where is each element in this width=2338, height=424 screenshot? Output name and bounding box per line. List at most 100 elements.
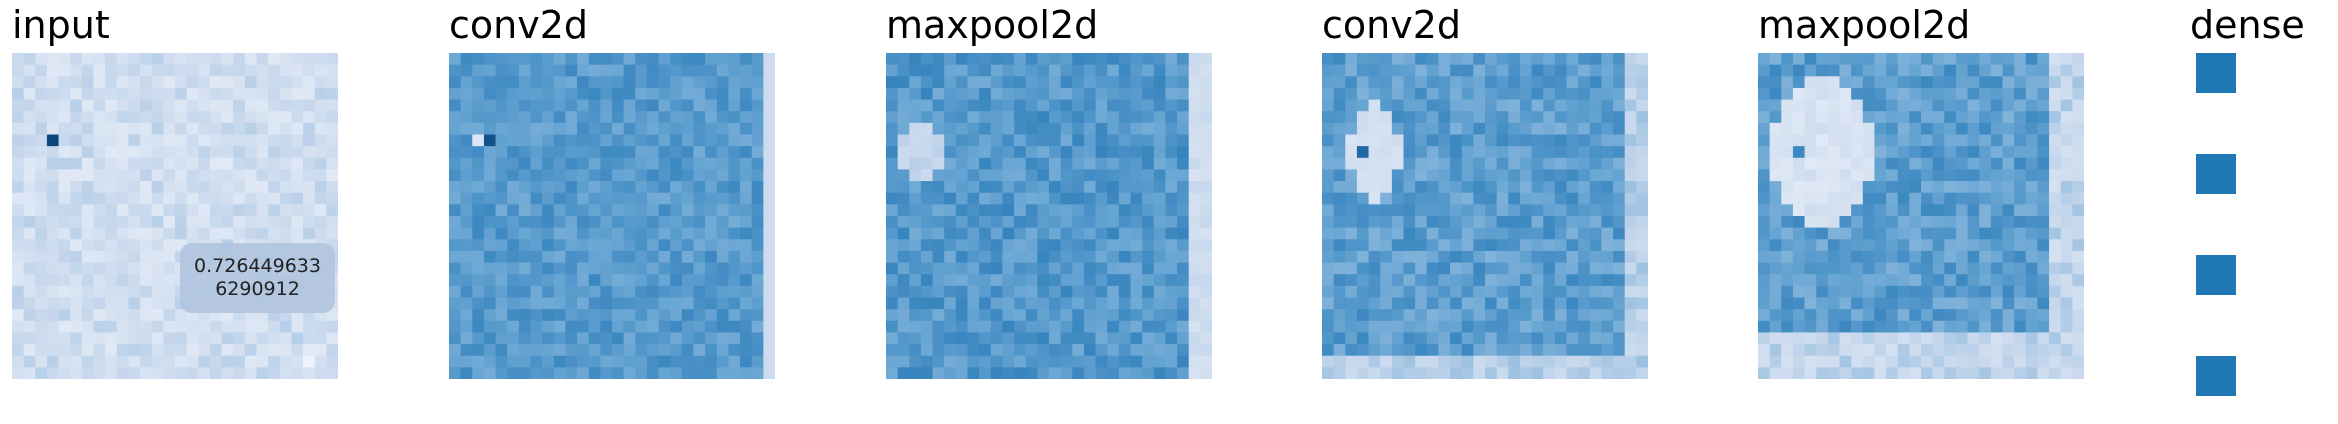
heatmap-cell: [1014, 297, 1027, 310]
heatmap-cell: [1060, 355, 1073, 368]
heatmap-cell: [1519, 122, 1532, 135]
input-feature-map[interactable]: [12, 53, 338, 379]
heatmap-cell: [495, 169, 508, 182]
heatmap-cell: [1816, 99, 1829, 112]
heatmap-cell: [990, 99, 1003, 112]
heatmap-cell: [175, 192, 188, 205]
heatmap-cell: [705, 297, 718, 310]
heatmap-cell: [1130, 111, 1143, 124]
heatmap-cell: [2049, 192, 2062, 205]
heatmap-cell: [1333, 274, 1346, 287]
heatmap-cell: [955, 297, 968, 310]
heatmap-cell: [221, 227, 234, 240]
heatmap-cell: [1967, 99, 1980, 112]
heatmap-cell: [1944, 64, 1957, 77]
heatmap-cell: [716, 285, 729, 298]
heatmap-cell: [967, 239, 980, 252]
heatmap-cell: [233, 181, 246, 194]
heatmap-cell: [1095, 285, 1108, 298]
heatmap-cell: [1060, 181, 1073, 194]
heatmap-cell: [693, 157, 706, 170]
heatmap-cell: [1130, 274, 1143, 287]
heatmap-cell: [1473, 134, 1486, 147]
heatmap-cell: [1758, 297, 1771, 310]
heatmap-cell: [151, 285, 164, 298]
heatmap-cell: [542, 344, 555, 357]
heatmap-cell: [1356, 157, 1369, 170]
heatmap-cell: [12, 227, 25, 240]
heatmap-cell: [1014, 355, 1027, 368]
heatmap-cell: [979, 355, 992, 368]
heatmap-cell: [1345, 250, 1358, 263]
heatmap-cell: [1508, 297, 1521, 310]
heatmap-cell: [2072, 134, 2084, 147]
dense-unit[interactable]: [2196, 356, 2236, 396]
dense-unit[interactable]: [2196, 154, 2236, 194]
heatmap-cell: [1979, 332, 1992, 345]
heatmap-cell: [1955, 274, 1968, 287]
heatmap-cell: [1897, 64, 1910, 77]
conv2d-2-feature-map[interactable]: [1322, 53, 1648, 379]
heatmap-cell: [1333, 320, 1346, 333]
heatmap-cell: [198, 146, 211, 159]
heatmap-cell: [1083, 320, 1096, 333]
heatmap-cell: [1025, 285, 1038, 298]
heatmap-cell: [1165, 250, 1178, 263]
heatmap-cell: [635, 181, 648, 194]
heatmap-cell: [449, 76, 462, 89]
conv2d-1-feature-map[interactable]: [449, 53, 775, 379]
heatmap-cell: [2072, 204, 2084, 217]
heatmap-cell: [1177, 204, 1190, 217]
heatmap-cell: [705, 367, 718, 379]
heatmap-cell: [1909, 227, 1922, 240]
heatmap-cell: [1496, 146, 1509, 159]
heatmap-cell: [1851, 134, 1864, 147]
heatmap-cell: [2025, 344, 2038, 357]
heatmap-cell: [2037, 332, 2050, 345]
heatmap-cell: [1450, 157, 1463, 170]
heatmap-cell: [70, 146, 83, 159]
heatmap-cell: [1333, 355, 1346, 368]
heatmap-cell: [12, 320, 25, 333]
heatmap-cell: [1368, 216, 1381, 229]
heatmap-cell: [728, 216, 741, 229]
heatmap-cell: [1519, 157, 1532, 170]
heatmap-cell: [1792, 320, 1805, 333]
heatmap-cell: [1613, 262, 1626, 275]
heatmap-cell: [326, 227, 338, 240]
heatmap-cell: [1153, 99, 1166, 112]
heatmap-cell: [1461, 181, 1474, 194]
heatmap-cell: [763, 250, 775, 263]
heatmap-cell: [705, 250, 718, 263]
heatmap-cell: [588, 332, 601, 345]
heatmap-cell: [1874, 216, 1887, 229]
heatmap-cell: [1886, 169, 1899, 182]
heatmap-cell: [553, 320, 566, 333]
heatmap-cell: [163, 274, 176, 287]
heatmap-cell: [897, 192, 910, 205]
heatmap-cell: [2037, 344, 2050, 357]
heatmap-cell: [2072, 227, 2084, 240]
heatmap-cell: [1356, 332, 1369, 345]
heatmap-cell: [1188, 134, 1201, 147]
heatmap-cell: [1781, 169, 1794, 182]
heatmap-cell: [116, 274, 129, 287]
heatmap-cell: [460, 76, 473, 89]
heatmap-cell: [646, 53, 659, 66]
heatmap-cell: [944, 274, 957, 287]
heatmap-cell: [1165, 87, 1178, 100]
dense-unit[interactable]: [2196, 53, 2236, 93]
heatmap-cell: [46, 239, 59, 252]
maxpool2d-2-feature-map[interactable]: [1758, 53, 2084, 379]
heatmap-cell: [1862, 216, 1875, 229]
heatmap-cell: [1200, 157, 1212, 170]
maxpool2d-1-feature-map[interactable]: [886, 53, 1212, 379]
heatmap-cell: [1955, 76, 1968, 89]
heatmap-cell: [175, 332, 188, 345]
heatmap-cell: [175, 99, 188, 112]
dense-unit[interactable]: [2196, 255, 2236, 295]
heatmap-cell: [1473, 239, 1486, 252]
heatmap-cell: [472, 332, 485, 345]
heatmap-cell: [46, 169, 59, 182]
heatmap-cell: [635, 367, 648, 379]
